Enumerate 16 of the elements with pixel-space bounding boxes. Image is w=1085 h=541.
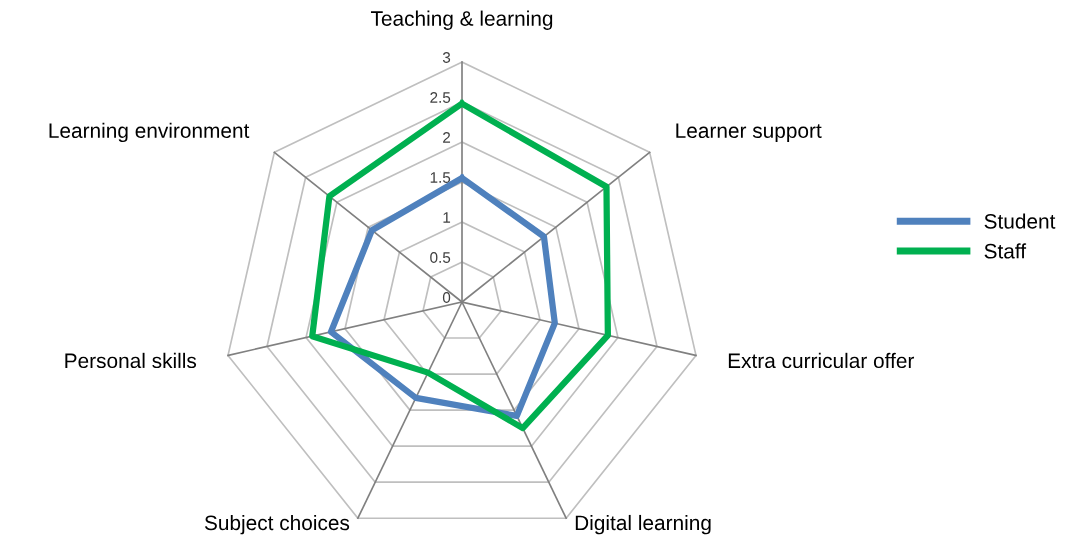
y-tick-label: 2: [443, 132, 451, 143]
spoke-label: Personal skills: [65, 352, 197, 369]
y-tick-label: 3: [442, 52, 451, 63]
spoke-label: Digital learning: [575, 514, 711, 535]
spoke-label: Subject choices: [204, 514, 350, 535]
spoke-label: Learning environment: [49, 122, 250, 143]
spoke-label: Learner support: [676, 123, 822, 143]
y-tick-label: 0: [442, 292, 451, 303]
y-tick-label: 2.5: [430, 92, 451, 103]
y-tick-label: 1.5: [430, 172, 451, 183]
legend-label: Staff: [984, 243, 1027, 259]
spoke-label: Teaching & learning: [370, 10, 553, 30]
y-tick-label: 0.5: [430, 252, 451, 263]
spoke-label: Extra curricular offer: [728, 352, 915, 369]
legend-label: Student: [984, 213, 1056, 229]
y-tick-label: 1: [443, 212, 451, 223]
